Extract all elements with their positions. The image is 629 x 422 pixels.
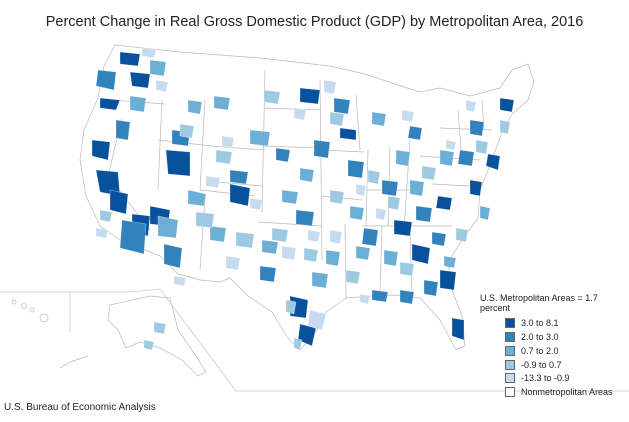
map-legend: U.S. Metropolitan Areas = 1.7 percent 3.… (480, 293, 625, 400)
legend-item: -13.3 to -0.9 (480, 372, 625, 385)
inset-lines (0, 288, 629, 392)
legend-swatch (505, 373, 515, 384)
hawaii (11, 299, 49, 323)
legend-item: -0.9 to 0.7 (480, 358, 625, 371)
legend-title: U.S. Metropolitan Areas = 1.7 percent (480, 293, 598, 313)
legend-item: 0.7 to 2.0 (480, 345, 625, 358)
legend-label: -13.3 to -0.9 (521, 373, 570, 384)
legend-label: 2.0 to 3.0 (521, 332, 559, 343)
legend-label: Nonmetropolitan Areas (521, 387, 613, 398)
legend-swatch (505, 345, 515, 356)
legend-label: 3.0 to 8.1 (521, 318, 559, 329)
alaska (59, 295, 207, 377)
legend-swatch (505, 318, 515, 329)
legend-swatch (505, 359, 515, 370)
legend-label: -0.9 to 0.7 (521, 359, 562, 370)
legend-item: 3.0 to 8.1 (480, 317, 625, 330)
legend-label: 0.7 to 2.0 (521, 345, 559, 356)
legend-swatch (505, 387, 515, 398)
metro-areas (91, 47, 515, 351)
legend-item: 2.0 to 3.0 (480, 331, 625, 344)
source-note: U.S. Bureau of Economic Analysis (4, 402, 156, 413)
legend-item: Nonmetropolitan Areas (480, 386, 625, 399)
legend-swatch (505, 332, 515, 343)
map-title: Percent Change in Real Gross Domestic Pr… (45, 14, 584, 30)
